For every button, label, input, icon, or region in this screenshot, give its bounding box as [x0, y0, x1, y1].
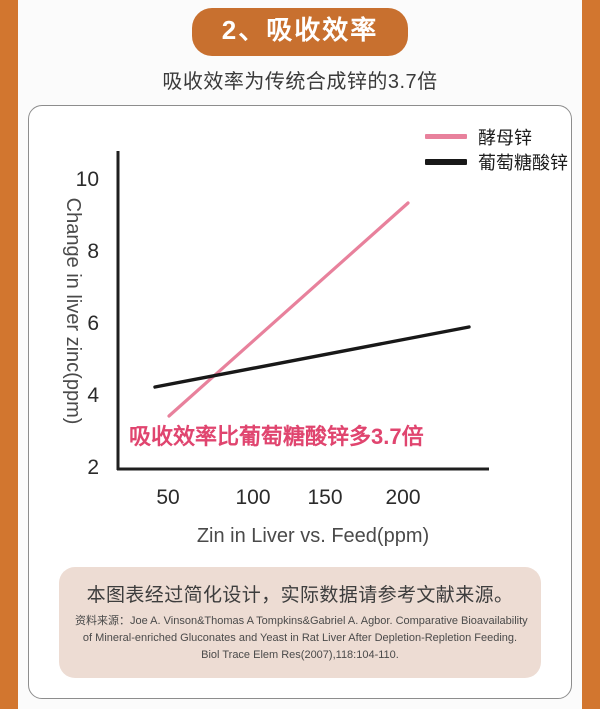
y-tick-label: 4 — [87, 384, 99, 407]
right-orange-rail — [582, 0, 600, 709]
legend-label-yeast-zinc: 酵母锌 — [478, 127, 532, 148]
x-tick-label: 50 — [156, 486, 179, 509]
citation-line: Biol Trace Elem Res(2007),118:104-110. — [201, 648, 399, 661]
citation-line: 资料来源：Joe A. Vinson&Thomas A Tompkins&Gab… — [75, 614, 528, 627]
footnote-main-text: 本图表经过简化设计，实际数据请参考文献来源。 — [86, 584, 514, 606]
x-axis-title: Zin in Liver vs. Feed(ppm) — [197, 525, 429, 547]
series-line-yeast-zinc — [167, 201, 410, 418]
legend-item-zinc-gluconate: 葡萄糖酸锌 — [425, 149, 568, 174]
chart-annotation-text: 吸收效率比葡萄糖酸锌多3.7倍 — [129, 424, 424, 449]
line-chart-plot: 10 8 6 4 2 Change in liver zinc(ppm) 吸收效… — [29, 106, 600, 698]
y-tick-label: 2 — [87, 456, 99, 479]
series-line-zinc-gluconate — [153, 325, 471, 389]
footnote-box: 本图表经过简化设计，实际数据请参考文献来源。 资料来源：Joe A. Vinso… — [59, 566, 541, 678]
legend-line-swatch-icon — [425, 134, 467, 139]
chart-svg: 10 8 6 4 2 Change in liver zinc(ppm) 吸收效… — [62, 151, 489, 547]
citation-line: of Mineral-enriched Gluconates and Yeast… — [82, 631, 518, 644]
x-tick-label: 100 — [235, 486, 270, 509]
section-badge: 2、吸收效率 — [191, 8, 409, 56]
y-tick-label: 10 — [76, 168, 99, 191]
chart-legend: 酵母锌 葡萄糖酸锌 — [425, 124, 568, 174]
header: 2、吸收效率 吸收效率为传统合成锌的3.7倍 — [18, 0, 582, 98]
legend-item-yeast-zinc: 酵母锌 — [425, 124, 568, 149]
footnote-citation: 资料来源：Joe A. Vinson&Thomas A Tompkins&Gab… — [75, 613, 528, 664]
x-tick-label: 150 — [307, 486, 342, 509]
chart-card: 酵母锌 葡萄糖酸锌 10 8 6 4 2 Change in liver zin… — [28, 105, 572, 699]
header-subtitle: 吸收效率为传统合成锌的3.7倍 — [162, 70, 438, 93]
left-orange-rail — [0, 0, 18, 709]
x-tick-label: 200 — [385, 486, 420, 509]
y-axis-title: Change in liver zinc(ppm) — [62, 198, 84, 425]
y-tick-label: 8 — [87, 240, 99, 263]
legend-line-swatch-icon — [425, 158, 467, 165]
y-tick-label: 6 — [87, 312, 99, 335]
page-body: 2、吸收效率 吸收效率为传统合成锌的3.7倍 酵母锌 葡萄糖酸锌 10 8 6 — [18, 0, 582, 709]
legend-label-zinc-gluconate: 葡萄糖酸锌 — [478, 152, 568, 173]
